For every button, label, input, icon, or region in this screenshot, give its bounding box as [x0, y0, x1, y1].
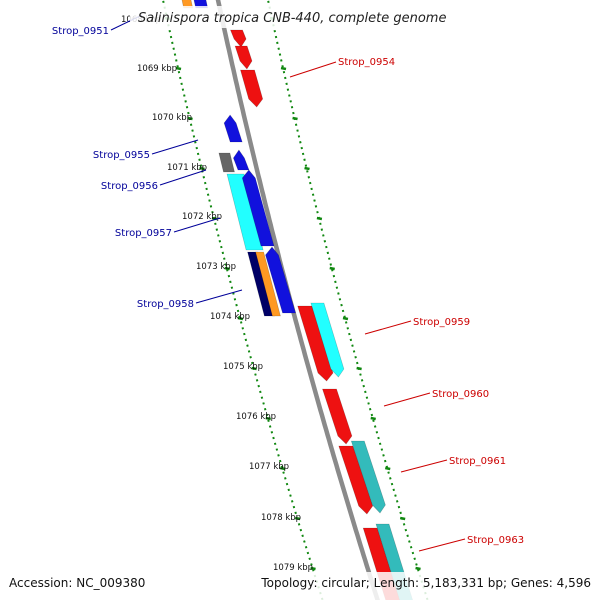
gene-label-strop-0957[interactable]: Strop_0957 [115, 228, 172, 239]
tick-label-1073: 1073 kbp [196, 262, 236, 272]
tick-mark-1076-left [265, 416, 271, 421]
footer-backdrop [0, 572, 600, 600]
leader-line-strop-0956 [159, 169, 207, 186]
tick-mark-1070-right [292, 116, 298, 121]
gene-strop-0954-red-small[interactable] [234, 45, 253, 70]
tick-label-1075: 1075 kbp [223, 362, 263, 372]
tick-mark-1078-left [294, 516, 301, 521]
gene-strop-0959-red[interactable] [297, 305, 334, 382]
tick-mark-1071-left [199, 166, 205, 171]
tick-label-1074: 1074 kbp [210, 312, 250, 322]
gene-label-strop-0954[interactable]: Strop_0954 [338, 57, 395, 68]
backbone-line [215, 0, 380, 600]
gene-strop-0954-red[interactable] [240, 69, 264, 108]
tick-mark-1078-right [399, 516, 406, 521]
gene-strop-0955-gray[interactable] [218, 152, 235, 173]
gene-strop-0958-orange[interactable] [255, 251, 281, 317]
tick-label-1072: 1072 kbp [182, 212, 222, 222]
tick-mark-1069-right [280, 66, 287, 71]
genome-backbone [215, 0, 380, 600]
tick-label-1070: 1070 kbp [152, 113, 192, 123]
tick-mark-1079-left [310, 566, 316, 571]
tick-mark-1077-right [384, 466, 391, 471]
gene-label-strop-0951[interactable]: Strop_0951 [52, 26, 109, 37]
gene-red-1068a[interactable] [230, 29, 247, 48]
tick-label-1069: 1069 kbp [137, 64, 177, 74]
gene-strop-0956-cyan[interactable] [226, 173, 264, 251]
leader-line-strop-0958 [195, 289, 243, 304]
gene-strop-0960-red[interactable] [322, 388, 353, 445]
genome-summary-text: Topology: circular; Length: 5,183,331 bp… [260, 576, 591, 590]
leader-line-strop-0963 [418, 538, 466, 552]
map-title: Salinispora tropica CNB-440, complete ge… [138, 11, 446, 26]
tick-mark-1071-right [304, 166, 310, 171]
gene-blue-1073[interactable] [265, 246, 297, 314]
tick-mark-1074-right [342, 316, 349, 321]
left-dotted-track [161, 0, 324, 600]
tick-label-1071: 1071 kbp [167, 163, 207, 173]
tick-mark-1074-left [237, 316, 244, 321]
tick-mark-1075-right [356, 366, 362, 371]
title-backdrop [130, 6, 475, 28]
tick-mark-1069-left [175, 66, 182, 71]
gene-label-strop-0963[interactable]: Strop_0963 [467, 535, 524, 546]
leader-line-strop-0959 [364, 320, 412, 335]
tick-label-1079: 1079 kbp [273, 563, 313, 573]
tick-mark-1077-left [279, 466, 286, 471]
tick-mark-1072-right [316, 216, 323, 221]
accession-text: Accession: NC_009380 [9, 576, 145, 590]
tick-label-1076: 1076 kbp [236, 412, 276, 422]
gene-label-strop-0958[interactable]: Strop_0958 [137, 299, 194, 310]
tick-mark-1076-right [370, 416, 376, 421]
tick-mark-1079-right [415, 566, 421, 571]
gene-label-strop-0960[interactable]: Strop_0960 [432, 389, 489, 400]
gene-strop-0957-blue[interactable] [241, 169, 275, 247]
leader-line-strop-0957 [173, 217, 221, 233]
gene-strop-0959-cyan[interactable] [310, 302, 345, 378]
tick-label-1078: 1078 kbp [261, 513, 301, 523]
leader-line-strop-0954 [289, 61, 337, 78]
gene-blue-1071[interactable] [233, 149, 250, 171]
gene-strop-0961-cyan[interactable] [350, 440, 386, 514]
right-dotted-track [266, 0, 429, 600]
leader-line-strop-0961 [400, 459, 448, 473]
gene-label-strop-0956[interactable]: Strop_0956 [101, 181, 158, 192]
gene-features [181, 0, 413, 600]
tick-mark-1073-left [224, 266, 230, 271]
tick-label-1077: 1077 kbp [249, 462, 289, 472]
dotted-tracks [161, 0, 429, 600]
gene-label-strop-0961[interactable]: Strop_0961 [449, 456, 506, 467]
gene-label-strop-0955[interactable]: Strop_0955 [93, 150, 150, 161]
gene-strop-0961-red[interactable] [338, 445, 374, 515]
leader-line-strop-0960 [383, 392, 431, 407]
tick-mark-1075-left [251, 366, 257, 371]
leader-line-strop-0955 [151, 139, 199, 155]
gene-label-strop-0959[interactable]: Strop_0959 [413, 317, 470, 328]
tick-mark-1070-left [187, 116, 193, 121]
tick-mark-1073-right [329, 266, 335, 271]
gene-blue-1070[interactable] [223, 114, 243, 143]
